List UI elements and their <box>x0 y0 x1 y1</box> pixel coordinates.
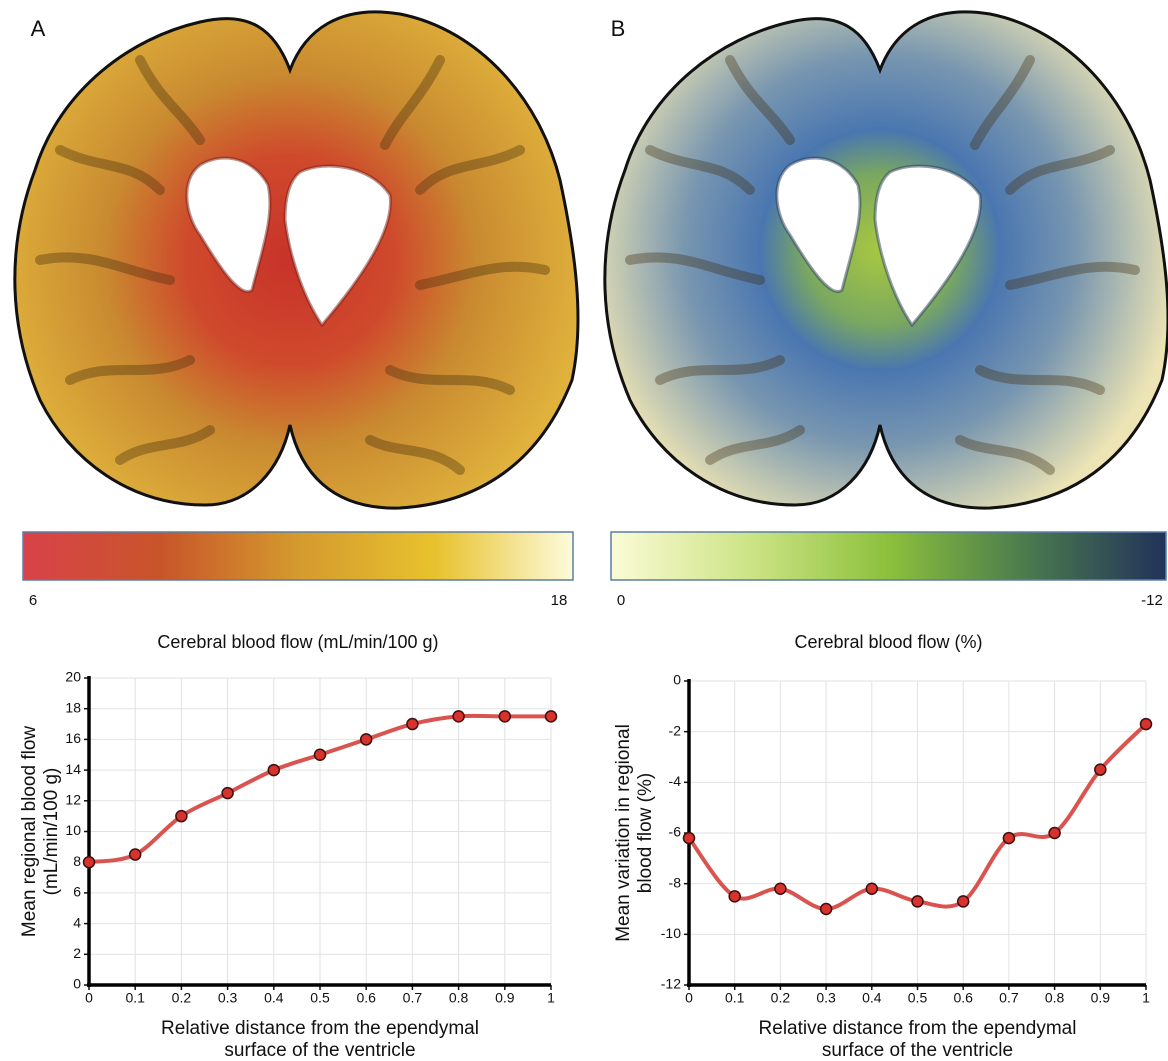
data-point <box>865 882 879 895</box>
colorbar-min-label: 0 <box>617 592 625 609</box>
colorbar-min-label: 6 <box>29 592 37 609</box>
data-point <box>452 710 465 723</box>
data-point <box>128 848 142 861</box>
y-tick-label: 4 <box>73 914 81 930</box>
x-tick-label: 0 <box>685 990 693 1006</box>
data-point <box>911 895 924 908</box>
y-tick-label: 18 <box>65 699 81 715</box>
data-point <box>1139 717 1153 731</box>
x-tick-label: 0.6 <box>953 990 973 1006</box>
data-point <box>1002 831 1016 845</box>
x-tick-label: 0.4 <box>264 990 284 1006</box>
x-tick-label: 0.1 <box>125 990 145 1006</box>
x-axis-label: surface of the ventricle <box>822 1040 1013 1061</box>
brain-image-a <box>13 10 580 510</box>
brain-image-b <box>603 10 1168 510</box>
y-tick-label: 6 <box>73 884 81 900</box>
data-point <box>728 890 741 903</box>
x-tick-label: 0.9 <box>495 990 515 1006</box>
y-tick-label: 0 <box>673 672 681 688</box>
y-tick-label: 8 <box>73 853 81 869</box>
y-tick-label: -10 <box>661 925 681 941</box>
data-point <box>359 733 373 746</box>
data-point <box>498 710 512 723</box>
data-point <box>267 763 281 777</box>
x-tick-label: 0.7 <box>403 990 423 1006</box>
x-axis-label: surface of the ventricle <box>224 1040 415 1061</box>
x-axis-label: Relative distance from the ependymal <box>759 1018 1077 1039</box>
x-tick-label: 0.7 <box>999 990 1019 1006</box>
x-tick-label: 0.2 <box>771 990 791 1006</box>
data-point <box>82 855 96 869</box>
colorbar-title: Cerebral blood flow (mL/min/100 g) <box>157 632 438 652</box>
y-tick-label: -6 <box>669 824 682 840</box>
y-tick-label: -8 <box>669 874 682 890</box>
y-axis-label: blood flow (%) <box>635 773 656 893</box>
y-tick-label: 10 <box>65 822 81 838</box>
x-tick-label: 0.8 <box>449 990 469 1006</box>
data-point <box>221 786 234 800</box>
x-tick-label: 0.4 <box>862 990 882 1006</box>
panel-label: A <box>31 16 46 41</box>
x-tick-label: 1 <box>547 990 555 1006</box>
y-tick-label: -12 <box>661 976 681 992</box>
y-axis-label: (mL/min/100 g) <box>41 768 62 896</box>
x-tick-label: 0.1 <box>725 990 745 1006</box>
data-point <box>1048 826 1061 840</box>
data-point <box>819 902 833 916</box>
data-point <box>313 748 327 761</box>
x-tick-label: 0.5 <box>310 990 330 1006</box>
x-tick-label: 0.6 <box>356 990 376 1006</box>
y-tick-label: 2 <box>73 945 81 961</box>
data-point <box>682 831 696 845</box>
y-tick-label: 0 <box>73 976 81 992</box>
data-point <box>1094 763 1107 776</box>
y-tick-label: 16 <box>65 730 81 746</box>
data-point <box>544 710 558 723</box>
data-point <box>956 895 970 908</box>
data-point <box>175 809 188 823</box>
colorbar <box>22 531 574 581</box>
panel-label: B <box>611 16 626 41</box>
y-tick-label: 14 <box>65 761 81 777</box>
data-point <box>774 882 787 895</box>
x-tick-label: 1 <box>1142 990 1150 1006</box>
y-axis-label: Mean regional blood flow <box>19 726 40 938</box>
colorbar <box>610 531 1167 581</box>
x-tick-label: 0.5 <box>908 990 928 1006</box>
y-tick-label: 20 <box>65 669 81 685</box>
y-tick-label: -4 <box>669 773 682 789</box>
x-tick-label: 0.9 <box>1091 990 1111 1006</box>
colorbar-max-label: 18 <box>551 592 568 609</box>
x-tick-label: 0.3 <box>218 990 238 1006</box>
y-axis-label: Mean variation in regional <box>613 724 634 942</box>
data-point <box>406 717 419 731</box>
x-tick-label: 0.3 <box>816 990 836 1006</box>
y-tick-label: -2 <box>669 722 682 738</box>
colorbar-max-label: -12 <box>1141 592 1163 609</box>
x-tick-label: 0 <box>85 990 93 1006</box>
y-tick-label: 12 <box>65 792 81 808</box>
x-tick-label: 0.8 <box>1045 990 1065 1006</box>
colorbar-title: Cerebral blood flow (%) <box>794 632 982 652</box>
x-axis-label: Relative distance from the ependymal <box>161 1018 479 1039</box>
x-tick-label: 0.2 <box>172 990 192 1006</box>
